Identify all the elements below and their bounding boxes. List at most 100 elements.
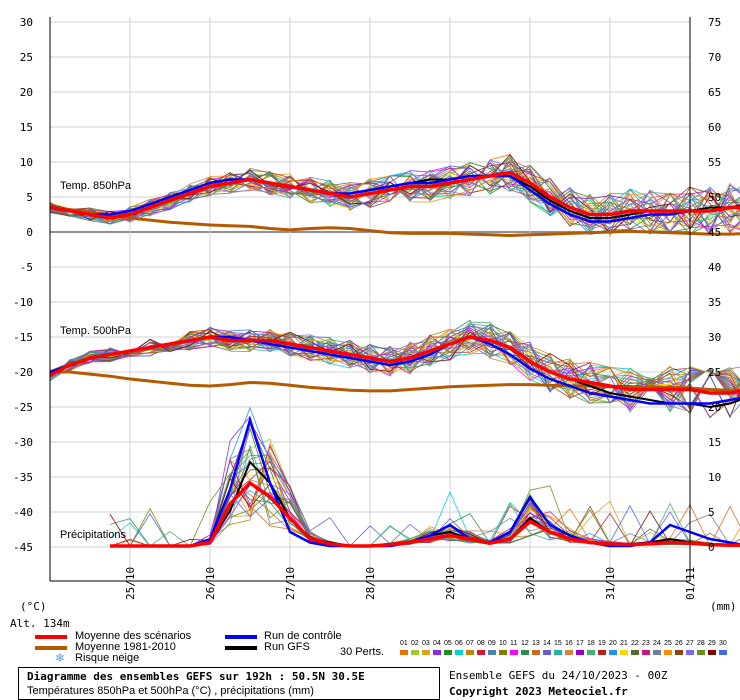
member-precip-line bbox=[110, 467, 740, 547]
pert-swatch bbox=[642, 650, 650, 655]
pert-swatch bbox=[521, 650, 529, 655]
precip-mean-line bbox=[110, 480, 740, 548]
legend-normal-swatch bbox=[35, 646, 67, 650]
x-tick-label: 30/10 bbox=[524, 567, 537, 600]
legend-gfs-label: Run GFS bbox=[264, 641, 310, 653]
pert-swatch bbox=[565, 650, 573, 655]
pert-number: 18 bbox=[587, 640, 595, 647]
member-precip-line bbox=[110, 445, 740, 547]
y-right-tick-label: 50 bbox=[708, 191, 721, 204]
member-850-line bbox=[49, 165, 740, 233]
pert-swatch bbox=[708, 650, 716, 655]
pert-number: 23 bbox=[642, 640, 650, 647]
pert-swatch bbox=[664, 650, 672, 655]
copyright: Copyright 2023 Meteociel.fr bbox=[449, 685, 628, 698]
pert-number: 24 bbox=[653, 640, 661, 647]
pert-number: 20 bbox=[609, 640, 617, 647]
pert-number: 15 bbox=[554, 640, 562, 647]
pert-swatch bbox=[719, 650, 727, 655]
pert-swatch bbox=[411, 650, 419, 655]
pert-swatch bbox=[510, 650, 518, 655]
y-left-tick-label: 25 bbox=[20, 51, 33, 64]
pert-number: 17 bbox=[576, 640, 584, 647]
y-right-tick-label: 65 bbox=[708, 86, 721, 99]
member-850-line bbox=[49, 153, 740, 235]
legend-control-swatch bbox=[225, 635, 257, 639]
pert-swatch bbox=[576, 650, 584, 655]
y-right-unit: (mm) bbox=[710, 600, 737, 613]
pert-swatch bbox=[488, 650, 496, 655]
pert-swatch bbox=[433, 650, 441, 655]
y-left-tick-label: -15 bbox=[13, 331, 33, 344]
pert-swatch bbox=[631, 650, 639, 655]
pert-swatch bbox=[455, 650, 463, 655]
y-left-tick-label: 5 bbox=[26, 191, 33, 204]
pert-swatch bbox=[400, 650, 408, 655]
pert-swatch bbox=[620, 650, 628, 655]
y-right-tick-label: 35 bbox=[708, 296, 721, 309]
run-info: Ensemble GEFS du 24/10/2023 - 00Z bbox=[449, 669, 668, 682]
x-tick-label: 01/11 bbox=[684, 567, 697, 600]
pert-number: 11 bbox=[510, 640, 518, 647]
y-left-tick-label: -10 bbox=[13, 296, 33, 309]
x-tick-label: 31/10 bbox=[604, 567, 617, 600]
pert-number: 27 bbox=[686, 640, 694, 647]
x-tick-label: 26/10 bbox=[204, 567, 217, 600]
pert-number: 22 bbox=[631, 640, 639, 647]
member-850-line bbox=[49, 163, 740, 229]
y-left-tick-label: -30 bbox=[13, 436, 33, 449]
y-left-tick-label: 0 bbox=[26, 226, 33, 239]
pert-swatch bbox=[609, 650, 617, 655]
pert-swatch bbox=[499, 650, 507, 655]
pert-swatch bbox=[554, 650, 562, 655]
y-left-unit: (°C) bbox=[20, 600, 47, 613]
member-850-line bbox=[49, 160, 740, 235]
y-right-tick-label: 20 bbox=[708, 401, 721, 414]
section-label-t500: Temp. 500hPa bbox=[60, 325, 132, 337]
y-left-tick-label: -35 bbox=[13, 471, 33, 484]
y-left-tick-label: 10 bbox=[20, 156, 33, 169]
member-precip-line bbox=[110, 450, 740, 547]
pert-number: 29 bbox=[708, 640, 716, 647]
pert-number: 26 bbox=[675, 640, 683, 647]
y-right-tick-label: 40 bbox=[708, 261, 721, 274]
pert-swatch bbox=[697, 650, 705, 655]
pert-swatch bbox=[422, 650, 430, 655]
member-850-line bbox=[49, 168, 740, 227]
legend-normal-label: Moyenne 1981-2010 bbox=[75, 641, 176, 653]
pert-number: 05 bbox=[444, 640, 452, 647]
y-right-tick-label: 5 bbox=[708, 506, 715, 519]
pert-number: 09 bbox=[488, 640, 496, 647]
footer-title-box: Diagramme des ensembles GEFS sur 192h : … bbox=[18, 667, 440, 700]
altitude-label: Alt. 134m bbox=[10, 617, 70, 630]
member-500-line bbox=[49, 332, 740, 403]
section-label-t850: Temp. 850hPa bbox=[60, 180, 132, 192]
pert-number: 30 bbox=[719, 640, 727, 647]
y-left-tick-label: 20 bbox=[20, 86, 33, 99]
pert-swatch bbox=[477, 650, 485, 655]
legend-snow-label: Risque neige bbox=[75, 652, 140, 664]
legend-gfs-swatch bbox=[225, 646, 257, 650]
member-500-line bbox=[49, 325, 740, 417]
snowflake-icon: ❄ bbox=[55, 651, 66, 665]
pert-number: 13 bbox=[532, 640, 540, 647]
member-850-line bbox=[49, 162, 740, 228]
x-tick-label: 27/10 bbox=[284, 567, 297, 600]
y-left-tick-label: -40 bbox=[13, 506, 33, 519]
member-850-line bbox=[49, 164, 740, 224]
y-left-tick-label: -45 bbox=[13, 541, 33, 554]
pert-swatch bbox=[686, 650, 694, 655]
section-label-precip: Précipitations bbox=[60, 529, 127, 541]
member-500-line bbox=[49, 327, 740, 404]
y-right-tick-label: 60 bbox=[708, 121, 721, 134]
pert-number: 10 bbox=[499, 640, 507, 647]
pert-number: 19 bbox=[598, 640, 606, 647]
footer-subtitle: Températures 850hPa et 500hPa (°C) , pré… bbox=[27, 685, 314, 697]
pert-number: 14 bbox=[543, 640, 551, 647]
pert-swatch bbox=[653, 650, 661, 655]
pert-swatch bbox=[466, 650, 474, 655]
member-precip-line bbox=[110, 449, 740, 547]
footer-title: Diagramme des ensembles GEFS sur 192h : … bbox=[27, 670, 365, 683]
pert-number: 28 bbox=[697, 640, 705, 647]
